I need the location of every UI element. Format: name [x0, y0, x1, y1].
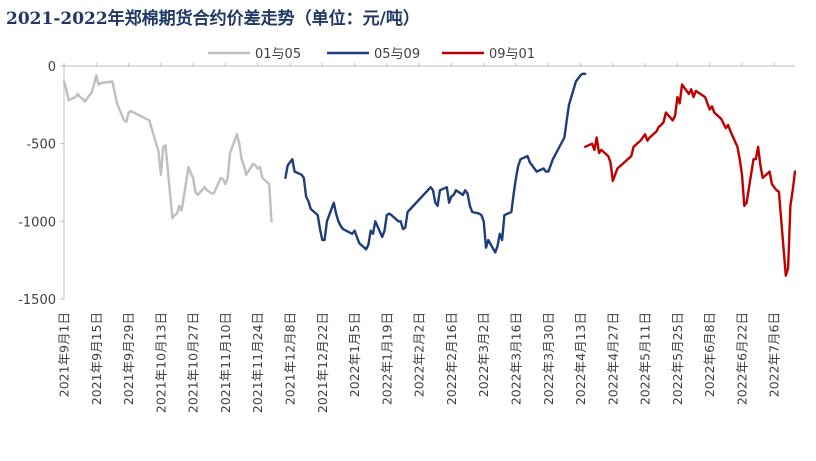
x-tick-label: 2021年11月24日 [250, 312, 265, 413]
x-tick-label: 2021年9月29日 [121, 312, 136, 405]
x-tick-label: 2022年2月16日 [444, 312, 459, 405]
x-tick-label: 2021年11月10日 [218, 312, 233, 413]
x-tick-label: 2021年9月1日 [57, 312, 72, 397]
x-tick-label: 2021年10月27日 [186, 312, 201, 413]
series-line-1 [62, 74, 273, 223]
legend: 01与05 05与09 09与01 [208, 47, 535, 62]
chart-title: 2021-2022年郑棉期货合约价差走势（单位：元/吨） [6, 9, 420, 29]
x-tick-label: 2022年4月27日 [605, 312, 620, 405]
series-line-3 [584, 83, 797, 277]
series-layer [62, 72, 797, 277]
y-tick-label: -500 [26, 138, 56, 153]
x-axis: 2021年9月1日 2021年9月15日 2021年9月29日 2021年10月13日… [57, 63, 795, 413]
x-tick-label: 2022年5月25日 [670, 312, 685, 405]
y-tick-label: -1500 [18, 293, 56, 308]
y-tick-label: -1000 [18, 215, 56, 230]
x-tick-label: 2022年5月11日 [638, 312, 653, 405]
x-tick-label: 2022年3月16日 [508, 312, 523, 405]
y-tick-label: 0 [48, 60, 56, 75]
legend-label-3: 09与01 [489, 47, 535, 62]
series-line-2 [284, 72, 587, 254]
x-tick-label: 2021年12月8日 [282, 312, 297, 405]
x-tick-label: 2022年6月22日 [734, 312, 749, 405]
x-tick-label: 2022年2月2日 [412, 312, 427, 397]
x-tick-label: 2022年3月30日 [541, 312, 556, 405]
legend-label-2: 05与09 [374, 47, 420, 62]
x-tick-label: 2022年7月6日 [767, 312, 782, 397]
x-tick-label: 2022年1月19日 [379, 312, 394, 405]
y-axis: 0 -500 -1000 -1500 [18, 60, 65, 308]
x-tick-label: 2021年12月22日 [315, 312, 330, 413]
x-tick-label: 2021年10月13日 [153, 312, 168, 413]
legend-label-1: 01与05 [255, 47, 301, 62]
x-tick-label: 2022年6月8日 [702, 312, 717, 397]
x-tick-label: 2022年4月13日 [573, 312, 588, 405]
x-tick-label: 2022年3月2日 [476, 312, 491, 397]
x-tick-label: 2021年9月15日 [89, 312, 104, 405]
x-tick-label: 2022年1月5日 [347, 312, 362, 397]
